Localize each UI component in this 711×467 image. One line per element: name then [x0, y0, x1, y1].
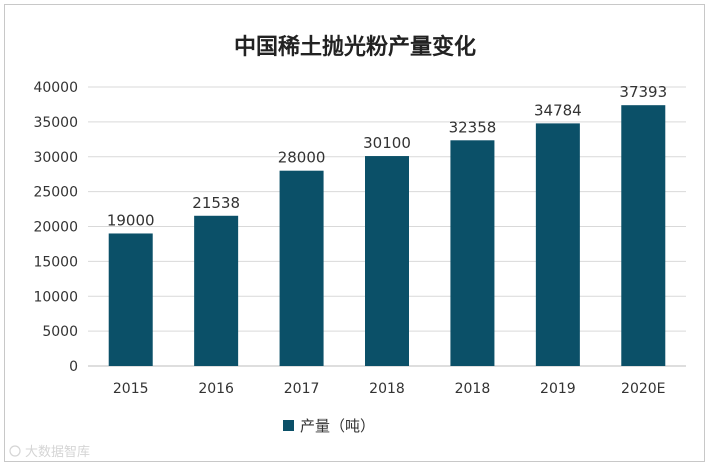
bar [621, 105, 666, 366]
watermark: 大数据智库 [9, 444, 90, 460]
y-tick-label: 35000 [33, 115, 78, 131]
data-label: 32358 [449, 118, 497, 136]
data-label: 21538 [192, 194, 240, 212]
y-tick-label: 0 [69, 359, 78, 375]
bars [108, 105, 666, 367]
bar [365, 156, 409, 366]
x-tick-label: 2017 [284, 381, 320, 397]
x-tick-label: 2018 [455, 381, 491, 397]
y-tick-label: 25000 [33, 185, 78, 201]
x-tick-label: 2019 [540, 381, 576, 397]
data-label: 37393 [619, 83, 667, 101]
bar [450, 140, 495, 366]
bar-chart: 中国稀土抛光粉产量变化 0 5000 10000 15000 20000 25000 300… [9, 34, 686, 460]
bar [535, 123, 580, 367]
legend: 产量（吨） [283, 417, 375, 435]
y-tick-label: 10000 [33, 289, 78, 305]
bar [194, 215, 239, 366]
data-labels: 19000 21538 28000 30100 32358 34784 37393 [107, 83, 667, 229]
watermark-text: 大数据智库 [25, 444, 90, 460]
chart-frame: 中国稀土抛光粉产量变化 0 5000 10000 15000 20000 25000 300… [4, 4, 705, 462]
bar [108, 233, 153, 366]
x-tick-label: 2015 [113, 381, 149, 397]
bar [279, 170, 324, 366]
data-label: 28000 [278, 149, 326, 167]
y-tick-label: 20000 [33, 220, 78, 236]
y-tick-label: 30000 [33, 150, 78, 166]
data-label: 34784 [534, 101, 582, 119]
x-axis-ticks: 2015 2016 2017 2018 2018 2019 2020E [113, 381, 666, 397]
data-label: 30100 [363, 134, 411, 152]
legend-swatch [283, 420, 294, 431]
watermark-logo-icon [9, 445, 21, 457]
legend-label: 产量（吨） [300, 417, 375, 435]
y-tick-label: 40000 [33, 80, 78, 96]
y-tick-label: 5000 [42, 324, 78, 340]
y-axis-ticks: 0 5000 10000 15000 20000 25000 30000 35000 40000 [33, 80, 78, 375]
data-label: 19000 [107, 211, 155, 229]
x-tick-label: 2020E [621, 381, 665, 397]
x-tick-label: 2018 [369, 381, 405, 397]
x-tick-label: 2016 [198, 381, 234, 397]
chart-title: 中国稀土抛光粉产量变化 [234, 34, 476, 60]
y-tick-label: 15000 [33, 254, 78, 270]
